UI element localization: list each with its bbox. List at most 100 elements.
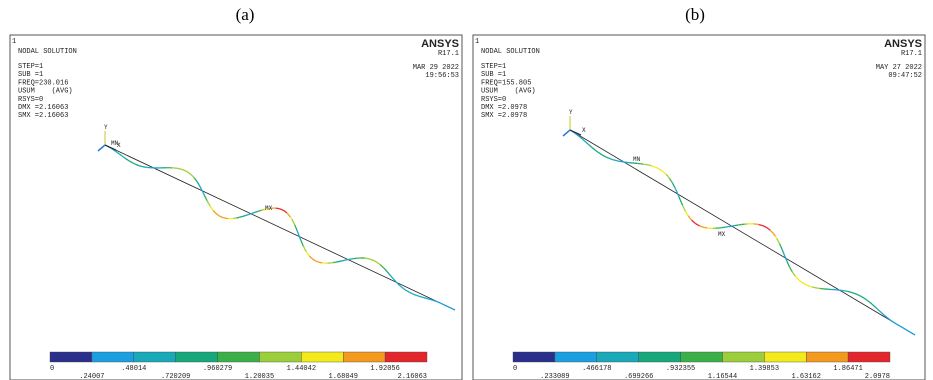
mode-shape-segment: [810, 286, 812, 287]
legend-swatch: [681, 352, 723, 362]
legend-swatch: [92, 352, 134, 362]
min-marker: MN: [111, 140, 119, 147]
info-line: USUM (AVG): [481, 88, 536, 96]
legend-label: 1.16544: [708, 373, 737, 380]
mode-shape-segment: [179, 169, 181, 170]
legend-swatch: [176, 352, 218, 362]
legend-swatch: [764, 352, 806, 362]
mode-shape-segment: [725, 227, 728, 228]
mode-shape-segment: [653, 166, 655, 167]
date: MAR 29 2022: [413, 64, 459, 72]
axis-y-label: Y: [569, 109, 573, 116]
mode-shape-segment: [702, 227, 705, 228]
info-line: SUB =1: [18, 71, 43, 79]
mode-shape-segment: [317, 262, 319, 263]
window-number: 1: [12, 38, 16, 46]
brand: ANSYS: [884, 38, 922, 50]
legend-swatch: [513, 352, 555, 362]
legend-swatch: [343, 352, 385, 362]
time: 09:47:52: [888, 72, 922, 80]
panel-label: (a): [236, 5, 255, 24]
info-line: SUB =1: [481, 71, 506, 79]
mode-shape-segment: [278, 208, 280, 209]
mode-shape-segment: [807, 285, 809, 286]
mode-shape-segment: [437, 302, 439, 303]
legend-label: 1.86471: [833, 365, 862, 373]
version: R17.1: [901, 50, 922, 58]
mode-shape-segment: [134, 163, 136, 164]
axis-x-label: X: [582, 127, 586, 134]
mode-shape-segment: [412, 294, 414, 295]
legend-label: 1.92056: [370, 365, 399, 373]
mode-shape-segment: [348, 259, 351, 260]
mode-shape-segment: [848, 291, 851, 292]
mode-shape-segment: [416, 295, 418, 296]
mode-shape-segment: [700, 226, 702, 227]
mode-shape-segment: [759, 225, 762, 226]
mode-shape-segment: [242, 216, 245, 217]
mode-shape-segment: [414, 295, 416, 296]
legend-label: .699266: [624, 373, 653, 380]
mode-shape-segment: [812, 287, 815, 288]
mode-shape-segment: [136, 164, 138, 165]
mode-shape-segment: [342, 260, 345, 261]
mode-shape-segment: [646, 165, 649, 166]
info-line: USUM (AVG): [18, 88, 73, 96]
mode-shape-segment: [421, 297, 423, 298]
legend-label: 1.20035: [245, 373, 274, 380]
mode-shape-segment: [281, 209, 283, 210]
legend-swatch: [218, 352, 260, 362]
mode-shape-segment: [732, 226, 735, 227]
mode-shape-segment: [369, 259, 371, 260]
info-line: FREQ=155.805: [481, 79, 531, 87]
mode-shape-segment: [236, 217, 239, 218]
mode-shape-segment: [855, 294, 857, 295]
legend-label: 1.68049: [329, 373, 358, 380]
info-line: STEP=1: [481, 63, 506, 71]
mode-shape-segment: [426, 298, 428, 299]
info-line: FREQ=230.016: [18, 79, 68, 87]
mode-shape-segment: [850, 292, 852, 293]
window-frame: [10, 35, 462, 380]
legend-swatch: [259, 352, 301, 362]
info-line: RSYS=0: [18, 96, 43, 104]
panel-label: (b): [685, 5, 705, 24]
time: 19:56:53: [425, 72, 459, 80]
mode-shape-segment: [845, 291, 848, 292]
info-line: DMX =2.0978: [481, 104, 527, 112]
mode-shape-segment: [616, 161, 619, 162]
min-marker: MN: [633, 156, 641, 163]
legend-swatch: [639, 352, 681, 362]
mode-shape-segment: [419, 296, 421, 297]
figure: (a)1NODAL SOLUTIONSTEP=1SUB =1FREQ=230.0…: [0, 0, 933, 380]
mode-shape-segment: [367, 258, 369, 259]
mode-shape-segment: [141, 166, 143, 167]
info-line: DMX =2.16063: [18, 104, 68, 112]
mode-shape-segment: [428, 299, 430, 300]
legend-swatch: [555, 352, 597, 362]
legend-swatch: [848, 352, 890, 362]
mode-shape-segment: [435, 301, 437, 302]
info-line: SMX =2.16063: [18, 112, 68, 120]
info-line: SMX =2.0978: [481, 112, 527, 120]
legend-label: .960279: [203, 365, 232, 373]
info-line: STEP=1: [18, 63, 43, 71]
legend-label: 1.39853: [750, 365, 779, 373]
legend-swatch: [722, 352, 764, 362]
mode-shape-segment: [315, 261, 317, 262]
legend-label: .24007: [79, 373, 104, 380]
legend-label: .48014: [121, 365, 146, 373]
brand: ANSYS: [421, 38, 459, 50]
mode-shape-segment: [648, 165, 651, 166]
date: MAY 27 2022: [876, 64, 922, 72]
max-marker: MX: [718, 231, 726, 238]
mode-shape-segment: [431, 300, 433, 301]
ansys-window: 1NODAL SOLUTIONSTEP=1SUB =1FREQ=155.805U…: [473, 35, 925, 380]
mode-shape-segment: [339, 261, 342, 262]
legend-swatch: [134, 352, 176, 362]
mode-shape-segment: [651, 166, 653, 167]
mode-shape-segment: [261, 209, 264, 210]
legend-label: 2.16063: [398, 373, 427, 380]
legend-swatch: [50, 352, 92, 362]
mode-shape-segment: [614, 160, 617, 161]
